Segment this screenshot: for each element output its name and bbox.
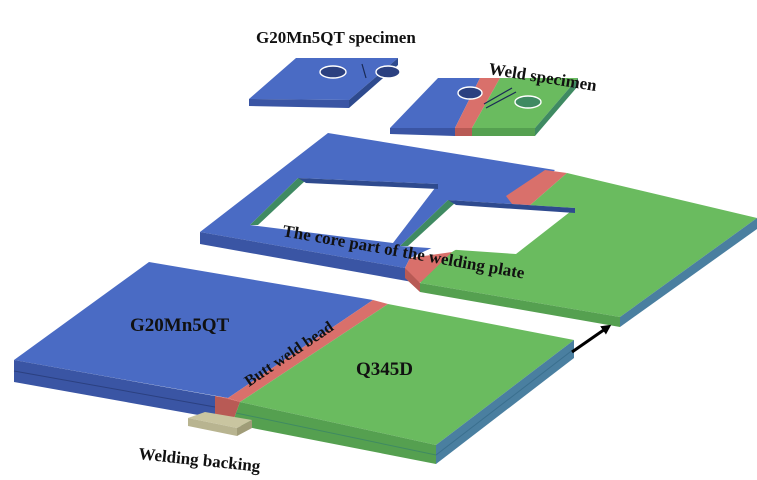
butt-welded-plate xyxy=(13,262,575,464)
label-welding-backing: Welding backing xyxy=(138,444,262,476)
label-q345d: Q345D xyxy=(356,359,413,380)
label-g20mn5qt-specimen: G20Mn5QT specimen xyxy=(256,28,416,47)
label-g20mn5qt-plate: G20Mn5QT xyxy=(130,315,230,336)
direction-arrow xyxy=(571,324,612,354)
core-part-plate xyxy=(200,133,757,327)
weld-specimen xyxy=(390,78,578,136)
g20mn5qt-specimen xyxy=(249,58,401,108)
